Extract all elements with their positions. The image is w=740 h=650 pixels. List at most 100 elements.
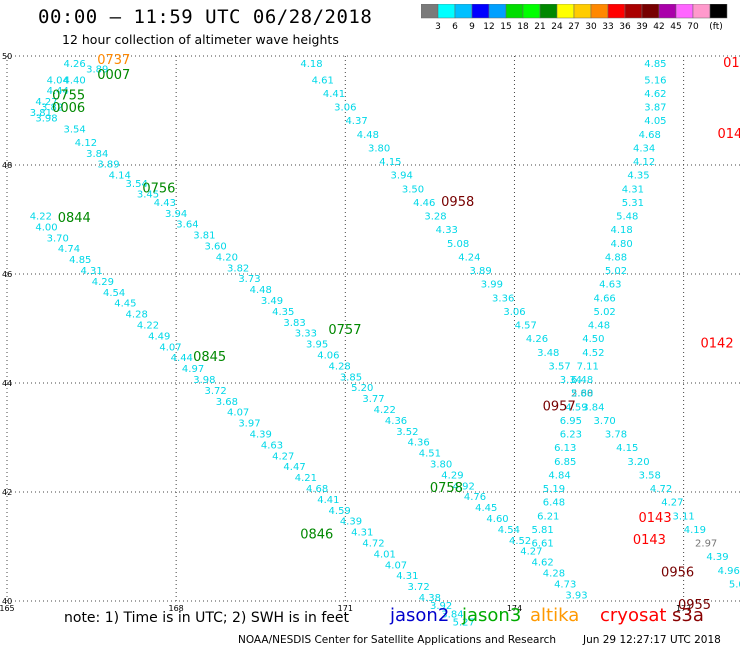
- wave-height-value: 3.73: [238, 274, 260, 285]
- wave-height-value: 3.28: [424, 212, 446, 223]
- wave-height-value: 5.19: [543, 484, 565, 495]
- scale-label: 45: [670, 22, 681, 32]
- legend-s3a: s3a: [672, 605, 704, 626]
- wave-height-value: 3.83: [283, 318, 305, 329]
- wave-height-value: 4.62: [532, 558, 554, 569]
- pass-time-label: 0957: [543, 399, 576, 414]
- wave-height-value: 4.85: [69, 255, 91, 266]
- legend-jason3: jason3: [462, 605, 522, 626]
- wave-height-value: 4.45: [475, 503, 497, 514]
- wave-height-value: 3.34: [560, 375, 582, 386]
- wave-height-value: 3.77: [362, 394, 384, 405]
- wave-height-value: 3.80: [368, 143, 390, 154]
- wave-height-value: 4.31: [622, 184, 644, 195]
- wave-height-value: 5.31: [622, 198, 644, 209]
- wave-height-value: 4.06: [317, 350, 339, 361]
- wave-height-value: 3.48: [537, 348, 559, 359]
- wave-height-value: 4.92: [453, 481, 475, 492]
- wave-height-value: 4.27: [661, 498, 683, 509]
- wave-height-value: 3.95: [306, 340, 328, 351]
- wave-height-value: 6.13: [554, 443, 576, 454]
- pass-time-label: 0143: [639, 511, 672, 526]
- scale-swatch: [709, 4, 728, 19]
- wave-height-value: 3.85: [340, 372, 362, 383]
- wave-height-value: 4.84: [548, 470, 570, 481]
- wave-height-value: 3.97: [238, 419, 260, 430]
- wave-height-value: 4.35: [627, 171, 649, 182]
- wave-height-value: 3.84: [582, 402, 604, 413]
- wave-height-value: 3.11: [672, 511, 694, 522]
- wave-height-value: 4.29: [92, 277, 114, 288]
- wave-height-value: 4.54: [103, 288, 125, 299]
- wave-height-value: 4.34: [633, 143, 655, 154]
- wave-height-value: 4.48: [588, 321, 610, 332]
- wave-height-value: 4.45: [114, 299, 136, 310]
- wave-height-value: 4.41: [323, 89, 345, 100]
- wave-height-value: 4.27: [35, 97, 57, 108]
- wave-height-value: 3.06: [503, 307, 525, 318]
- scale-label: 15: [500, 22, 511, 32]
- wave-height-value: 3.89: [469, 266, 491, 277]
- wave-height-value: 5.02: [605, 266, 627, 277]
- pass-time-label: 0755: [52, 89, 85, 104]
- scale-label: 42: [653, 22, 664, 32]
- wave-height-value: 3.64: [176, 220, 198, 231]
- pass-time-label: 0958: [441, 195, 474, 210]
- wave-height-value: 4.27: [272, 451, 294, 462]
- credit-line: NOAA/NESDIS Center for Satellite Applica…: [238, 634, 556, 646]
- wave-height-value: 4.46: [413, 198, 435, 209]
- pass-time-label: 0846: [300, 527, 333, 542]
- wave-height-value: 3.45: [137, 190, 159, 201]
- wave-height-value: 4.18: [610, 225, 632, 236]
- wave-height-value: 4.05: [644, 116, 666, 127]
- wave-height-value: 2.68: [571, 389, 593, 400]
- wave-height-value: 3.57: [548, 361, 570, 372]
- wave-height-value: 4.59: [565, 402, 587, 413]
- wave-height-value: 4.14: [109, 171, 131, 182]
- lon-tick-label: 165: [0, 604, 15, 613]
- wave-height-value: 4.39: [340, 517, 362, 528]
- lon-tick-label: 168: [169, 604, 184, 613]
- wave-height-value: 4.39: [706, 552, 728, 563]
- wave-height-value: 3.99: [481, 280, 503, 291]
- wave-height-value: 4.51: [419, 449, 441, 460]
- wave-height-value: 4.22: [374, 405, 396, 416]
- wave-height-value: 3.98: [193, 375, 215, 386]
- wave-height-value: 3.87: [644, 103, 666, 114]
- wave-height-value: 3.89: [86, 64, 108, 75]
- pass-time-label: 0845: [193, 350, 226, 365]
- wave-height-value: 4.97: [182, 364, 204, 375]
- pass-time-label: 0142: [701, 337, 734, 352]
- wave-height-value: 4.36: [385, 416, 407, 427]
- wave-height-value: 4.44: [171, 353, 193, 364]
- wave-height-value: 4.40: [64, 75, 86, 86]
- wave-height-value: 6.48: [543, 498, 565, 509]
- wave-height-value: 5.20: [351, 383, 373, 394]
- scale-label: 24: [551, 22, 563, 32]
- pass-time-label: 0844: [58, 211, 91, 226]
- legend-altika: altika: [530, 605, 580, 626]
- wave-height-value: 3.54: [64, 124, 86, 135]
- wave-height-value: 4.15: [379, 157, 401, 168]
- scale-label: 21: [534, 22, 545, 32]
- wave-height-value: 4.38: [419, 593, 441, 604]
- wave-height-value: 3.58: [639, 470, 661, 481]
- lon-tick-label: 174: [507, 604, 522, 613]
- wave-height-value: 4.27: [520, 547, 542, 558]
- wave-height-value: 4.48: [250, 285, 272, 296]
- wave-height-value: 3.78: [605, 430, 627, 441]
- wave-height-value: 4.66: [594, 293, 616, 304]
- wave-height-value: 4.73: [554, 579, 576, 590]
- wave-height-value: 4.50: [582, 334, 604, 345]
- wave-height-value: 3.60: [204, 241, 226, 252]
- wave-height-value: 4.52: [582, 348, 604, 359]
- scale-label: 33: [602, 22, 613, 32]
- wave-height-value: 5.27: [453, 618, 475, 629]
- lat-tick-label: 42: [2, 488, 12, 497]
- scale-label: 18: [517, 22, 529, 32]
- legend-jason2: jason2: [390, 605, 450, 626]
- wave-height-value: 4.35: [272, 307, 294, 318]
- lat-tick-label: 46: [2, 270, 12, 279]
